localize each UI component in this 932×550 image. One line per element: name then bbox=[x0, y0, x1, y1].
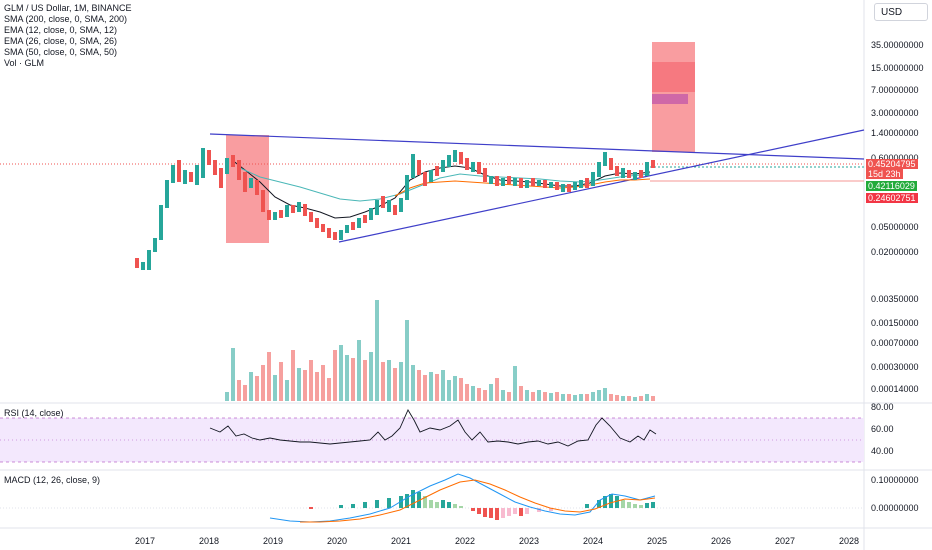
time-tick: 2028 bbox=[839, 536, 859, 546]
price-tick: 3.00000000 bbox=[871, 108, 919, 118]
indicator-sma200[interactable]: SMA (200, close, 0, SMA, 200) bbox=[4, 14, 128, 24]
price-tick: 15.00000000 bbox=[871, 63, 924, 73]
symbol-title: GLM / US Dollar, 1M, BINANCE bbox=[4, 3, 132, 13]
rsi-tick: 40.00 bbox=[871, 446, 894, 456]
signal-line bbox=[300, 479, 656, 523]
volume-tick: 0.00070000 bbox=[871, 338, 919, 348]
macd-tick: 0.10000000 bbox=[871, 475, 919, 485]
countdown-tag: 15d 23h bbox=[866, 169, 903, 179]
chart-legend: GLM / US Dollar, 1M, BINANCE SMA (200, c… bbox=[4, 3, 132, 69]
price-tick: 1.40000000 bbox=[871, 128, 919, 138]
lower-trendline[interactable] bbox=[338, 129, 865, 243]
rsi-band bbox=[0, 418, 864, 462]
time-tick: 2020 bbox=[327, 536, 347, 546]
currency-selector[interactable]: USD bbox=[874, 3, 928, 21]
current-price-tag: 0.45204795 bbox=[866, 159, 918, 169]
macd-tick: 0.00000000 bbox=[871, 503, 919, 513]
volume-axis: 0.00350000 0.00150000 0.00070000 0.00030… bbox=[871, 294, 919, 394]
red-price-tag: 0.24602751 bbox=[866, 193, 918, 203]
price-tick: 35.00000000 bbox=[871, 40, 924, 50]
time-tick: 2024 bbox=[583, 536, 603, 546]
rsi-axis: 80.00 60.00 40.00 bbox=[871, 402, 894, 456]
time-tick: 2018 bbox=[199, 536, 219, 546]
rsi-tick: 80.00 bbox=[871, 402, 894, 412]
highlight-box-2018[interactable] bbox=[226, 135, 269, 243]
sma-line-teal bbox=[239, 167, 651, 202]
rsi-label[interactable]: RSI (14, close) bbox=[4, 408, 64, 418]
upper-trendline[interactable] bbox=[209, 133, 865, 160]
green-price-tag: 0.42116029 bbox=[866, 181, 917, 191]
rsi-tick: 60.00 bbox=[871, 424, 894, 434]
macd-axis: 0.10000000 0.00000000 bbox=[871, 475, 919, 513]
volume-tick: 0.00350000 bbox=[871, 294, 919, 304]
indicator-ema26[interactable]: EMA (26, close, 0, SMA, 26) bbox=[4, 36, 118, 46]
price-tick: 0.02000000 bbox=[871, 247, 919, 257]
candles bbox=[135, 148, 655, 270]
time-tick: 2025 bbox=[647, 536, 667, 546]
indicator-sma50[interactable]: SMA (50, close, 0, SMA, 50) bbox=[4, 47, 118, 57]
price-tick: 0.05000000 bbox=[871, 222, 919, 232]
rsi-line bbox=[209, 409, 657, 447]
price-axis[interactable]: 35.00000000 15.00000000 7.00000000 3.000… bbox=[871, 40, 924, 257]
indicator-ema12[interactable]: EMA (12, close, 0, SMA, 12) bbox=[4, 25, 118, 35]
volume-tick: 0.00030000 bbox=[871, 362, 919, 372]
time-tick: 2022 bbox=[455, 536, 475, 546]
indicator-volume[interactable]: Vol · GLM bbox=[4, 58, 45, 68]
time-tick: 2017 bbox=[135, 536, 155, 546]
time-tick: 2023 bbox=[519, 536, 539, 546]
price-tick: 7.00000000 bbox=[871, 85, 919, 95]
macd-line bbox=[269, 473, 656, 523]
time-tick: 2026 bbox=[711, 536, 731, 546]
volume-tick: 0.00150000 bbox=[871, 318, 919, 328]
time-tick: 2021 bbox=[391, 536, 411, 546]
time-axis[interactable]: 2017 2018 2019 2020 2021 2022 2023 2024 … bbox=[135, 536, 859, 546]
macd-label[interactable]: MACD (12, 26, close, 9) bbox=[4, 475, 101, 485]
volume-bars bbox=[225, 300, 655, 401]
time-tick: 2019 bbox=[263, 536, 283, 546]
target-box-2025[interactable] bbox=[652, 42, 695, 152]
volume-tick: 0.00014000 bbox=[871, 384, 919, 394]
price-tick: 0.60000000 bbox=[871, 153, 919, 163]
time-tick: 2027 bbox=[775, 536, 795, 546]
